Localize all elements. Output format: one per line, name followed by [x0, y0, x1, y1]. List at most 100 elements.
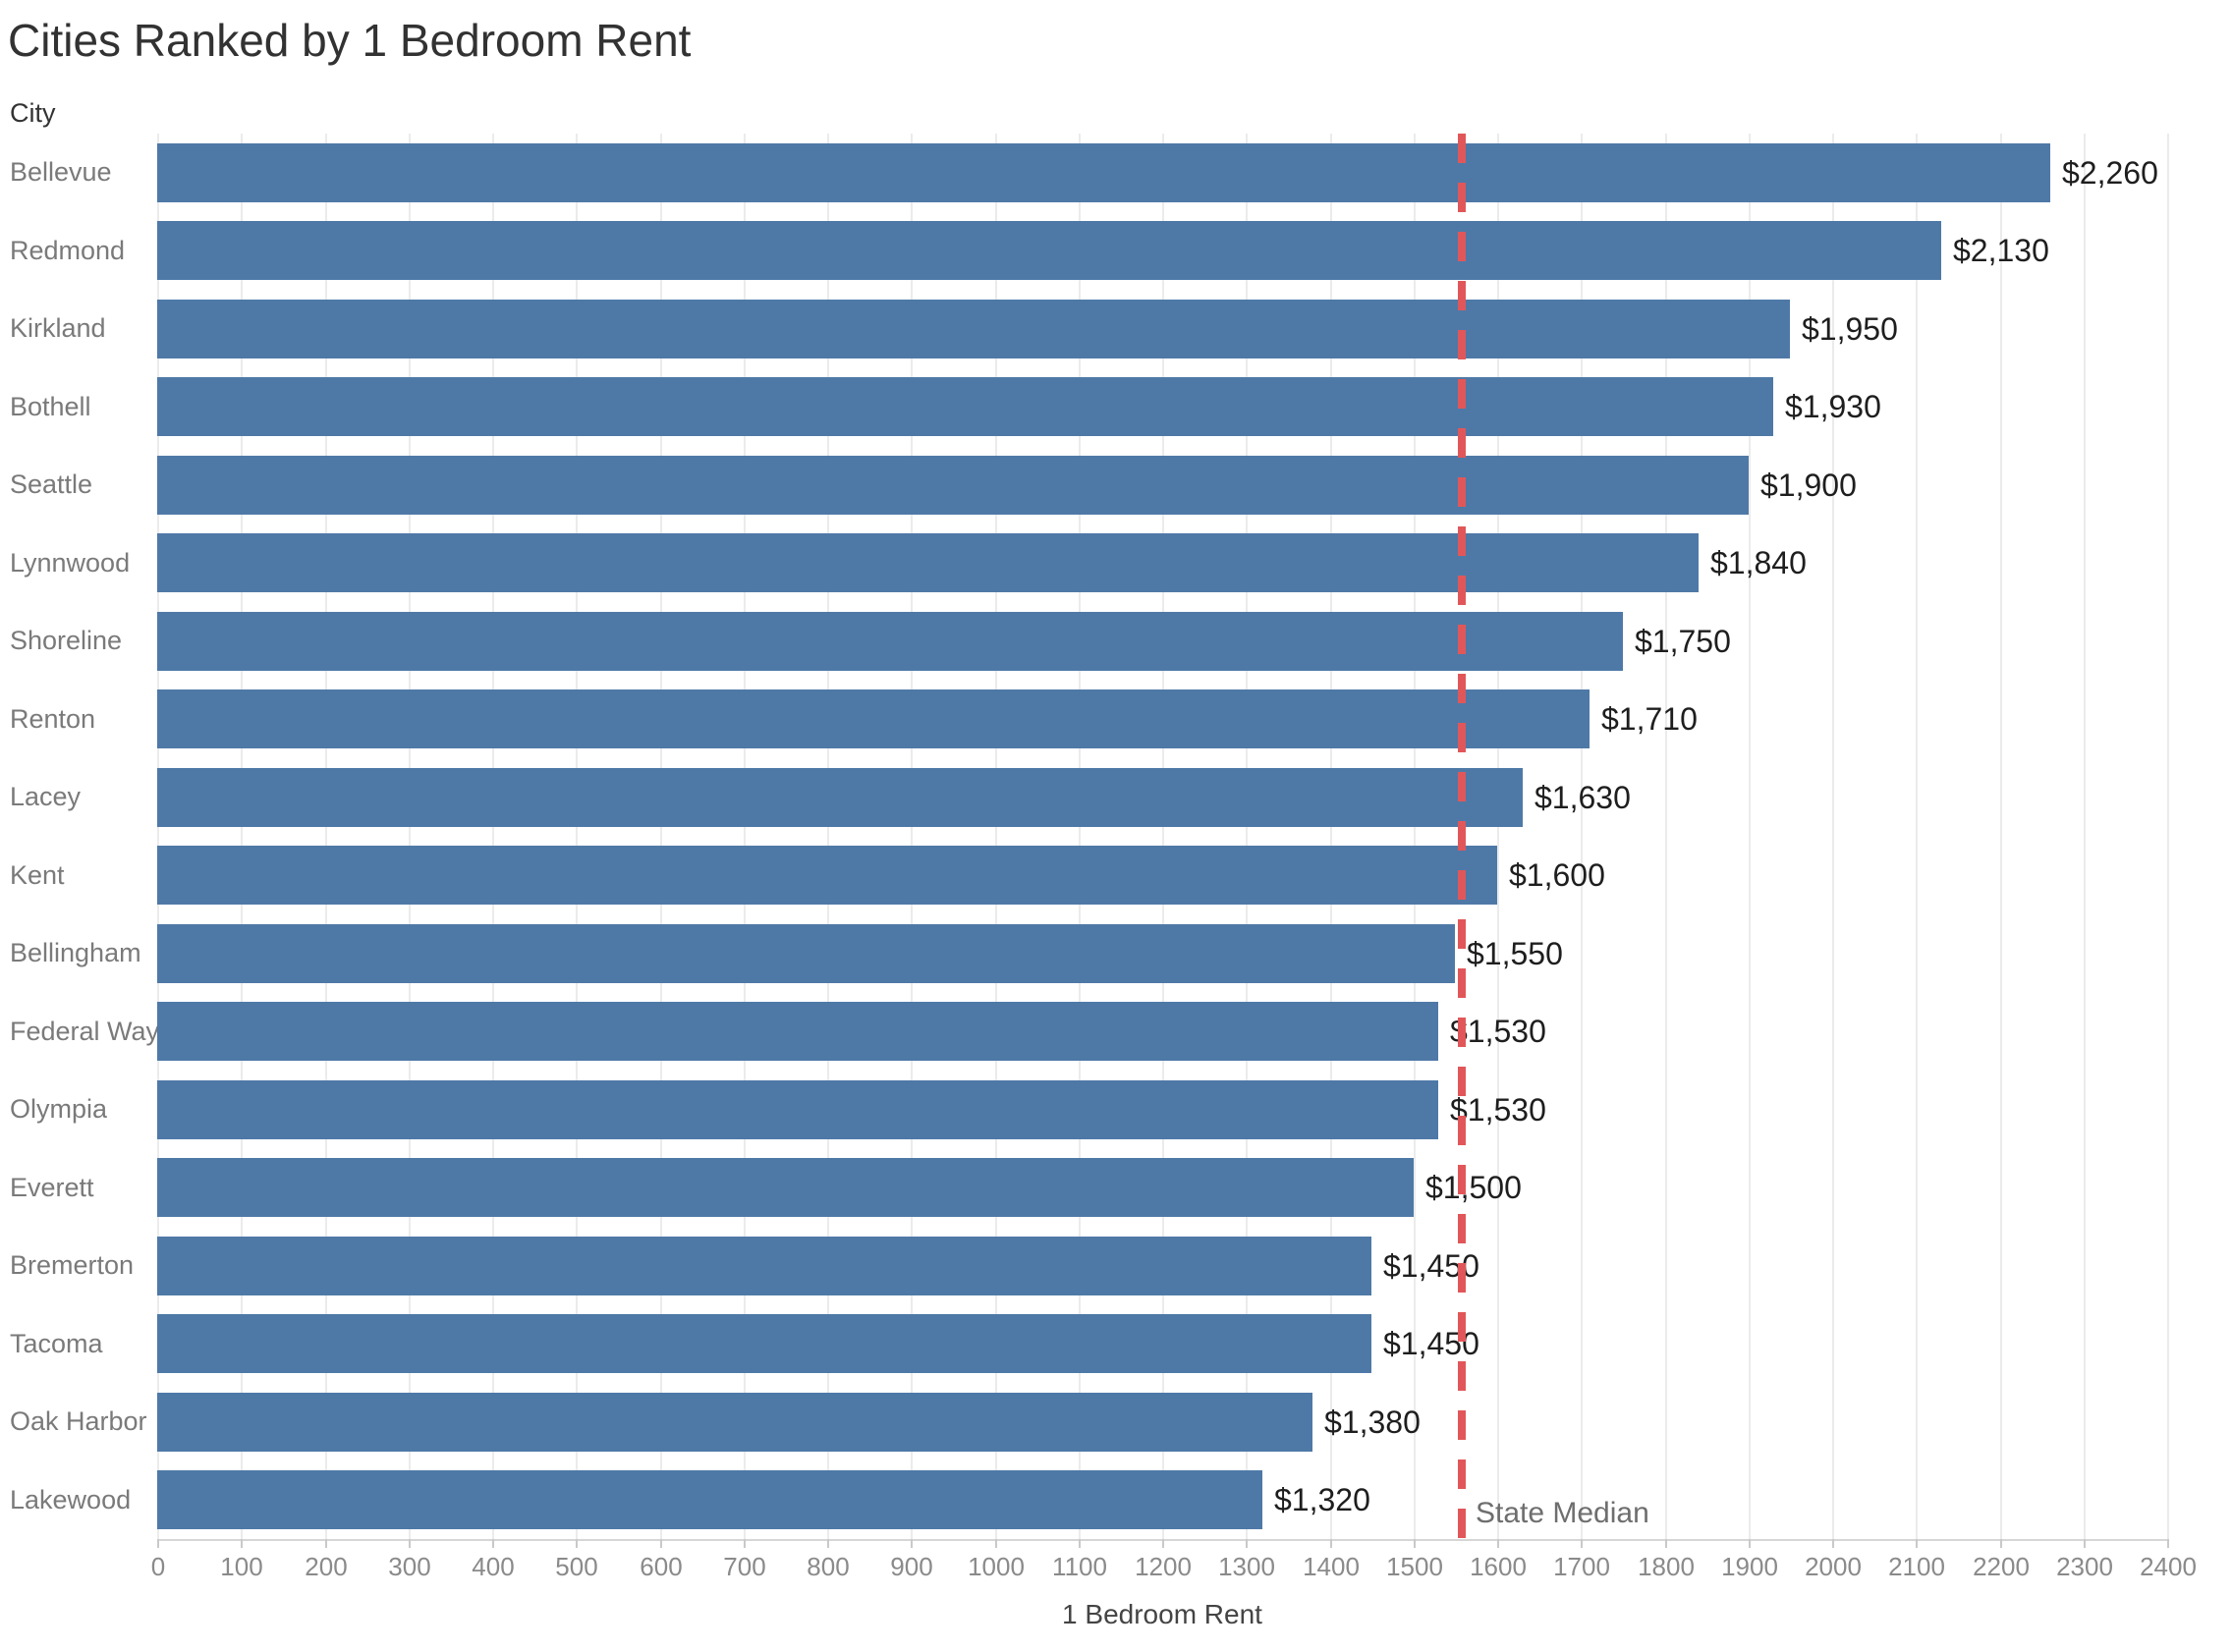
- y-axis-label: Kent: [10, 859, 65, 890]
- gridline: [1246, 134, 1248, 1539]
- x-tick-label: 1600: [1470, 1552, 1527, 1581]
- bar-value-label: $1,750: [1635, 623, 1731, 659]
- gridline: [492, 134, 494, 1539]
- x-tick-label: 700: [723, 1552, 766, 1581]
- x-tick-label: 1200: [1135, 1552, 1192, 1581]
- x-axis-tick: [492, 1539, 494, 1548]
- chart-title: Cities Ranked by 1 Bedroom Rent: [8, 15, 692, 66]
- state-median-label: State Median: [1476, 1497, 1649, 1529]
- x-tick-label: 900: [890, 1552, 933, 1581]
- y-axis-label: Lakewood: [10, 1484, 132, 1514]
- bar[interactable]: [157, 1470, 1262, 1530]
- bar[interactable]: [157, 533, 1699, 593]
- gridline: [241, 134, 243, 1539]
- bar-row: $1,710: [157, 681, 2167, 759]
- gridline: [911, 134, 913, 1539]
- gridline: [827, 134, 829, 1539]
- bar-value-label: $1,840: [1710, 545, 1807, 581]
- bar-value-label: $1,380: [1324, 1404, 1421, 1440]
- bar-value-label: $2,260: [2062, 154, 2158, 191]
- x-tick-label: 1500: [1386, 1552, 1443, 1581]
- bar-row: $2,130: [157, 212, 2167, 291]
- bar[interactable]: [157, 846, 1497, 906]
- gridline: [1832, 134, 1834, 1539]
- gridline: [409, 134, 411, 1539]
- bar-row: $1,500: [157, 1149, 2167, 1228]
- gridline: [1497, 134, 1499, 1539]
- bar-row: $1,600: [157, 837, 2167, 915]
- bar-value-label: $2,130: [1953, 233, 2049, 269]
- gridline: [1414, 134, 1416, 1539]
- x-axis-tick: [744, 1539, 746, 1548]
- bar[interactable]: [157, 377, 1773, 437]
- y-axis-label: Bremerton: [10, 1250, 135, 1280]
- plot-area: $2,260 $2,130 $1,950 $1,930 $1,900 $1,840 $1,7…: [157, 134, 2169, 1548]
- x-axis-tick: [1330, 1539, 1332, 1548]
- x-axis-tick: [2000, 1539, 2002, 1548]
- x-tick-label: 1100: [1052, 1552, 1107, 1581]
- y-axis-label: Shoreline: [10, 626, 123, 655]
- bar-value-label: $1,550: [1467, 935, 1563, 971]
- y-axis-label: Bellevue: [10, 157, 112, 187]
- x-axis-tick: [1749, 1539, 1751, 1548]
- gridline: [157, 134, 159, 1539]
- bar[interactable]: [157, 221, 1941, 281]
- x-axis-title: 1 Bedroom Rent: [1062, 1599, 1262, 1629]
- bar-row: $1,840: [157, 524, 2167, 603]
- x-tick-label: 2100: [1888, 1552, 1945, 1581]
- x-axis-tick: [2167, 1539, 2169, 1548]
- bar[interactable]: [157, 299, 1790, 358]
- x-axis-tick: [911, 1539, 913, 1548]
- gridline: [2167, 134, 2169, 1539]
- bar[interactable]: [157, 923, 1455, 983]
- x-axis-tick: [157, 1539, 159, 1548]
- gridline: [660, 134, 662, 1539]
- y-axis-label: Tacoma: [10, 1328, 103, 1358]
- bar[interactable]: [157, 1079, 1438, 1139]
- x-axis-tick: [1162, 1539, 1164, 1548]
- y-axis-label: Redmond: [10, 235, 126, 265]
- bar-row: $1,450: [157, 1227, 2167, 1305]
- bar-value-label: $1,630: [1534, 779, 1631, 815]
- bar-row: $1,750: [157, 602, 2167, 681]
- bar[interactable]: [157, 1392, 1312, 1452]
- bar[interactable]: [157, 1158, 1414, 1218]
- bar[interactable]: [157, 1236, 1371, 1295]
- bar-row: $1,530: [157, 993, 2167, 1072]
- bar-value-label: $1,320: [1274, 1482, 1370, 1518]
- x-axis-tick: [995, 1539, 997, 1548]
- x-axis-tick: [1916, 1539, 1918, 1548]
- bar[interactable]: [157, 689, 1590, 749]
- bar[interactable]: [157, 142, 2050, 202]
- bar-value-label: $1,530: [1450, 1091, 1546, 1128]
- y-axis-label: Seattle: [10, 469, 93, 499]
- bar[interactable]: [157, 611, 1623, 671]
- x-tick-label: 1300: [1218, 1552, 1275, 1581]
- x-tick-label: 400: [472, 1552, 515, 1581]
- x-tick-label: 200: [305, 1552, 348, 1581]
- bar-value-label: $1,950: [1802, 310, 1898, 347]
- x-axis-tick: [1414, 1539, 1416, 1548]
- x-tick-label: 1800: [1638, 1552, 1695, 1581]
- gridline: [995, 134, 997, 1539]
- bar[interactable]: [157, 1002, 1438, 1062]
- x-tick-label: 500: [555, 1552, 598, 1581]
- y-axis-label: Lynnwood: [10, 547, 131, 578]
- x-tick-label: 800: [807, 1552, 850, 1581]
- y-axis-label: Olympia: [10, 1094, 108, 1124]
- bar[interactable]: [157, 767, 1523, 827]
- bar[interactable]: [157, 1314, 1371, 1374]
- x-tick-label: 1400: [1303, 1552, 1360, 1581]
- y-axis-label: Bothell: [10, 391, 91, 421]
- bar-row: $1,450: [157, 1305, 2167, 1384]
- x-tick-label: 1700: [1553, 1552, 1610, 1581]
- x-tick-label: 2000: [1805, 1552, 1862, 1581]
- y-axis-label: Lacey: [10, 782, 82, 811]
- gridline: [576, 134, 578, 1539]
- bar-value-label: $1,530: [1450, 1014, 1546, 1050]
- bar[interactable]: [157, 455, 1749, 515]
- gridline: [744, 134, 746, 1539]
- x-axis-tick: [1079, 1539, 1081, 1548]
- x-tick-label: 600: [640, 1552, 683, 1581]
